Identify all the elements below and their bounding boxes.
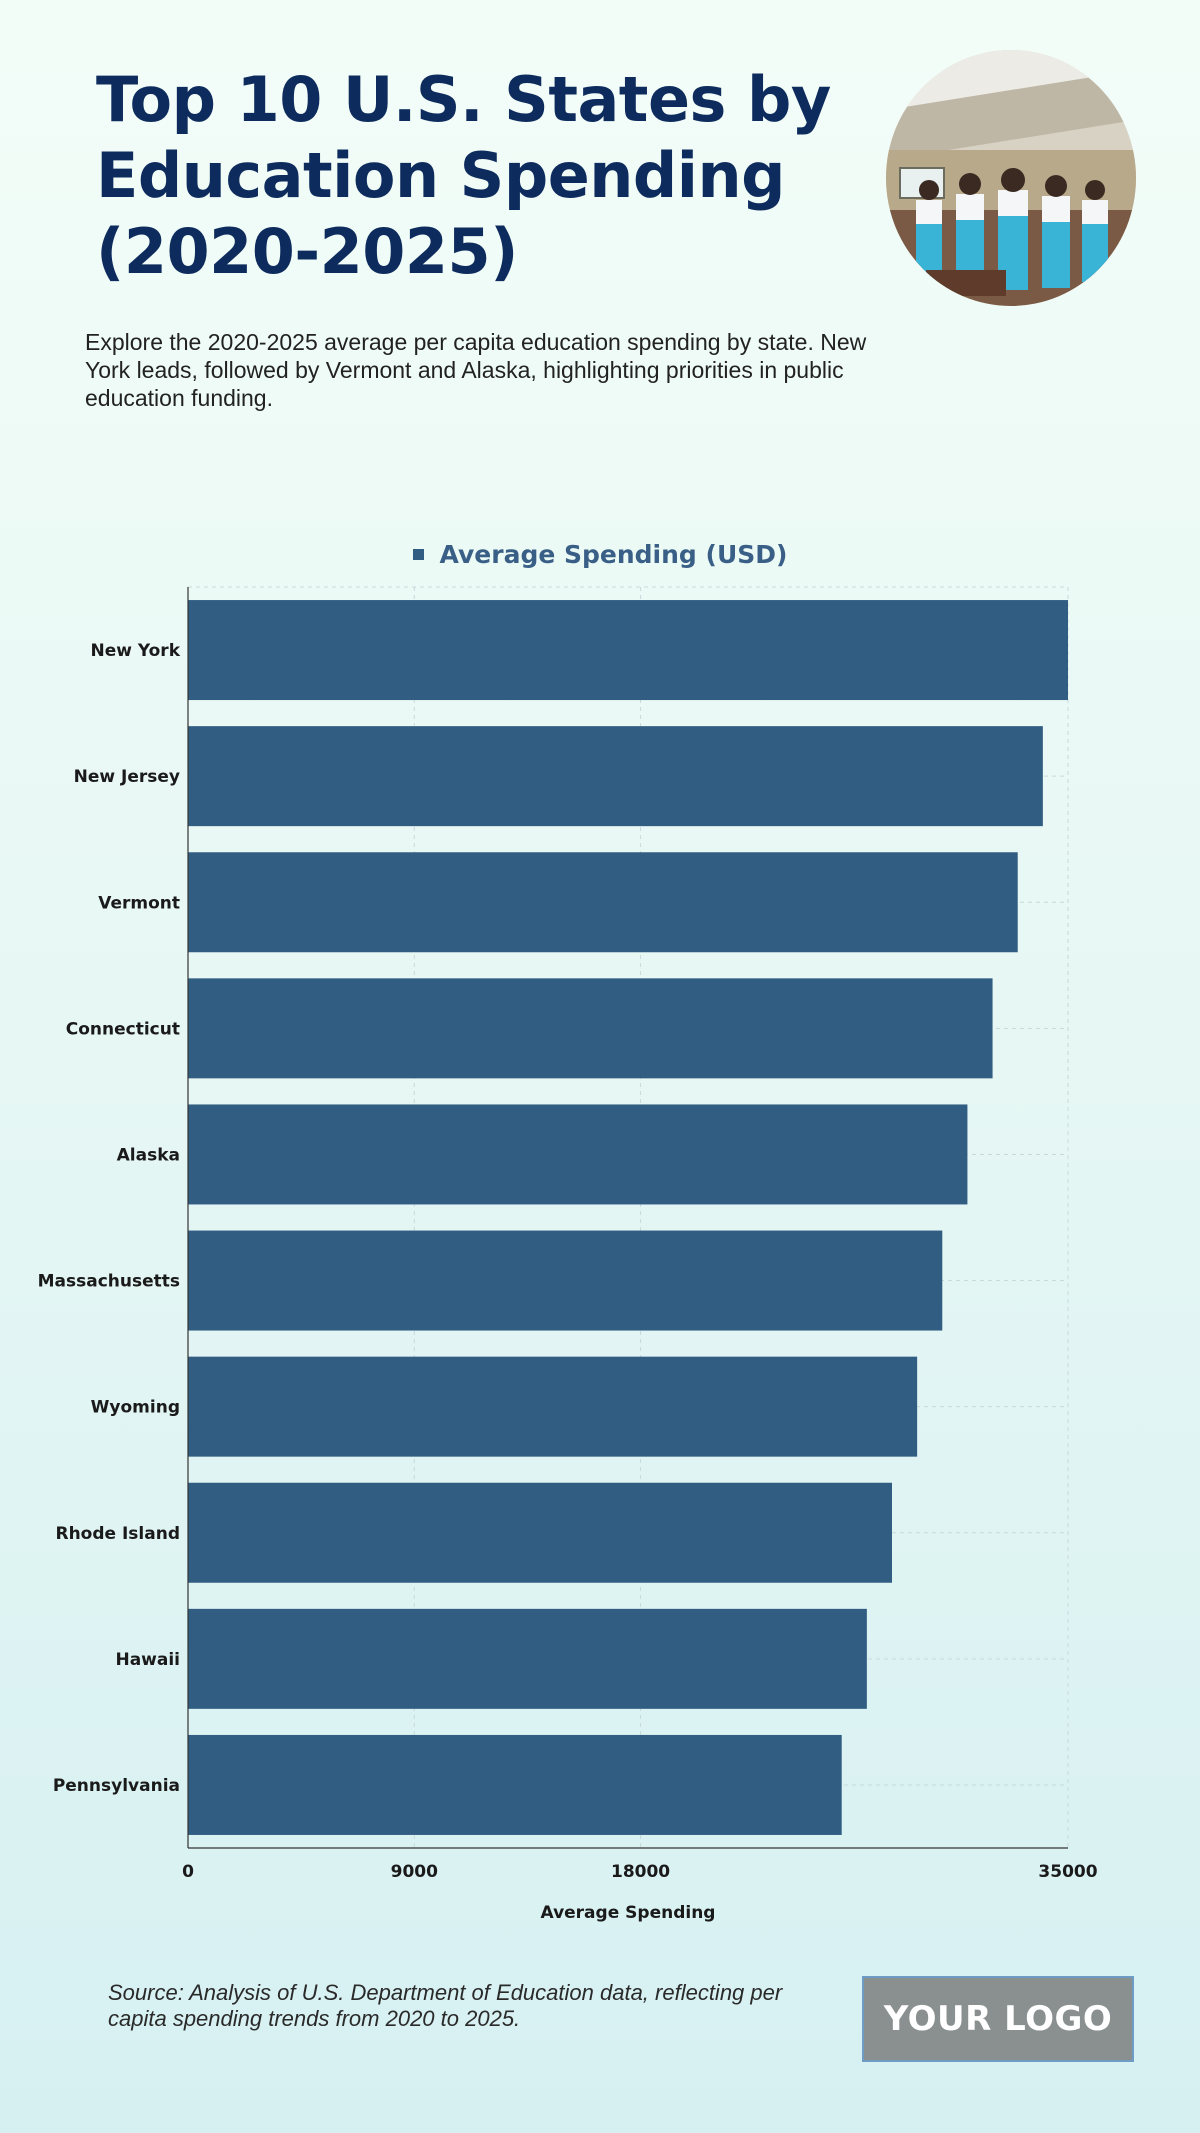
category-label: Massachusetts [38,1272,180,1292]
x-tick-label: 35000 [1038,1862,1097,1882]
bar [188,726,1043,827]
bar [188,1104,968,1205]
category-label: Connecticut [66,1019,180,1039]
legend-swatch [412,548,424,560]
source-note: Source: Analysis of U.S. Department of E… [108,1980,783,2031]
classroom-photo [886,50,1136,306]
category-label: Vermont [98,893,180,913]
bar [188,1734,842,1835]
category-label: New York [91,641,181,661]
bar [188,1482,892,1583]
bar [188,852,1018,953]
bar [188,600,1068,701]
legend-label: Average Spending (USD) [439,539,788,569]
category-label: Alaska [117,1145,180,1165]
x-tick-label: 0 [182,1862,194,1882]
bar [188,1230,943,1331]
category-label: Hawaii [115,1650,180,1670]
logo-placeholder: YOUR LOGO [862,1976,1134,2062]
x-axis-title: Average Spending [541,1903,716,1923]
category-label: Rhode Island [55,1524,180,1544]
category-label: Pennsylvania [53,1776,180,1796]
bar [188,1608,867,1709]
bar-chart: New York New Jersey Vermont Connecticut Alas… [38,586,1098,1923]
x-tick-label: 9000 [391,1862,438,1882]
x-tick-label: 18000 [611,1862,670,1882]
category-label: New Jersey [74,767,180,787]
page-subtitle: Explore the 2020-2025 average per capita… [85,329,867,411]
page-title: Top 10 U.S. States by Education Spending… [96,63,831,288]
bar [188,1356,918,1457]
category-label: Wyoming [91,1398,180,1418]
bar [188,978,993,1079]
chart-legend: Average Spending (USD) [0,534,1200,574]
